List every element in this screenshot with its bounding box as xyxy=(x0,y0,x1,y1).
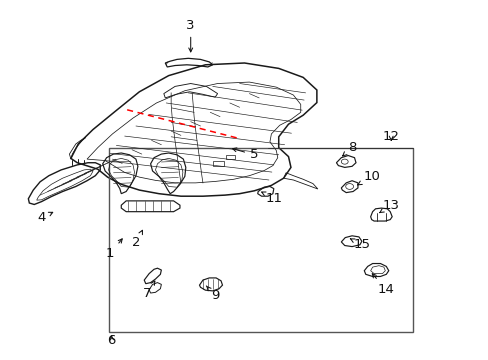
Text: 13: 13 xyxy=(379,199,399,213)
Bar xyxy=(108,148,412,332)
Text: 2: 2 xyxy=(131,230,142,249)
Text: 11: 11 xyxy=(261,192,282,204)
Text: 3: 3 xyxy=(186,19,195,52)
Text: 8: 8 xyxy=(342,141,356,156)
Text: 7: 7 xyxy=(142,281,155,300)
Text: 1: 1 xyxy=(105,239,122,260)
Text: 6: 6 xyxy=(107,334,116,347)
Text: 12: 12 xyxy=(382,130,399,143)
Text: 15: 15 xyxy=(349,238,369,251)
Text: 10: 10 xyxy=(357,170,379,185)
Text: 5: 5 xyxy=(232,148,258,161)
Text: 9: 9 xyxy=(206,286,219,302)
Text: 14: 14 xyxy=(371,274,394,296)
Text: 4: 4 xyxy=(37,211,53,224)
